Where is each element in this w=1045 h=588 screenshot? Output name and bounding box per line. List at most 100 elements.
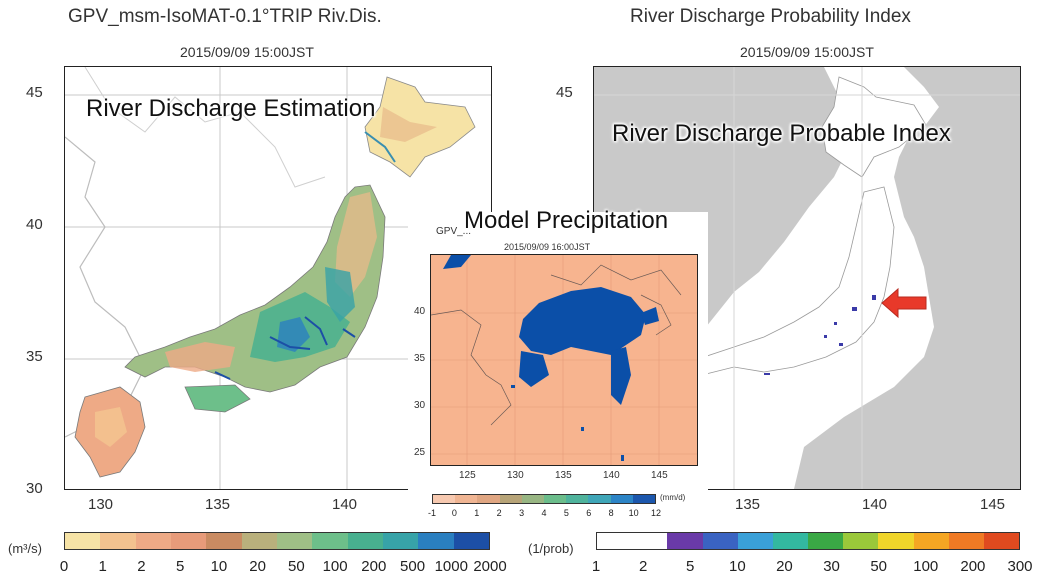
left-shikoku — [184, 384, 251, 413]
left-lon-tick: 135 — [205, 496, 231, 513]
right-honshu — [693, 186, 895, 378]
right-panel-date: 2015/09/09 15:00JST — [740, 44, 874, 60]
right-colorbar-label: 1 — [591, 558, 601, 575]
left-overlay-label: River Discharge Estimation — [86, 95, 376, 122]
right-colorbar-swatch — [737, 533, 773, 549]
left-colorbar-label: 500 — [400, 558, 426, 575]
center-lat-tick: 30 — [414, 400, 426, 411]
center-colorbar-unit: (mm/d) — [660, 493, 686, 502]
left-colorbar-swatch — [65, 533, 101, 549]
left-colorbar-label: 1000 — [434, 558, 468, 575]
red-arrow-icon — [881, 287, 927, 319]
left-colorbar-label: 5 — [176, 558, 185, 575]
left-colorbar-label: 50 — [288, 558, 305, 575]
left-lon-tick: 130 — [88, 496, 114, 513]
center-colorbar-label: 3 — [519, 508, 525, 518]
left-colorbar-label: 0 — [59, 558, 69, 575]
left-colorbar-swatch — [100, 533, 136, 549]
left-border-line — [84, 67, 326, 188]
left-lat-tick: 45 — [26, 84, 43, 101]
left-colorbar-swatch — [241, 533, 277, 549]
center-colorbar-labels: -1 0 1 2 3 4 5 6 8 10 12 — [428, 508, 661, 522]
right-colorbar-swatch — [948, 533, 984, 549]
center-lon-tick: 145 — [651, 470, 668, 481]
center-lon-tick: 140 — [603, 470, 620, 481]
center-colorbar-swatch — [521, 495, 545, 503]
right-hokkaido — [821, 76, 927, 178]
right-colorbar-swatch — [772, 533, 809, 549]
center-colorbar-label: 4 — [541, 508, 547, 518]
right-colorbar-label: 10 — [728, 558, 746, 575]
center-lat-tick: 25 — [414, 447, 426, 458]
center-overlay-label: Model Precipitation — [464, 207, 669, 234]
right-colorbar-labels: 1 2 5 10 20 30 50 100 200 300 — [592, 558, 1033, 578]
left-river-lines — [214, 316, 356, 380]
left-colorbar-swatch — [418, 533, 454, 549]
left-colorbar — [64, 532, 490, 550]
right-map-grid — [594, 67, 1020, 489]
right-colorbar-swatch — [597, 533, 633, 549]
right-hotspots — [764, 295, 876, 375]
center-colorbar-swatch — [610, 495, 633, 503]
right-colorbar-label: 5 — [686, 558, 695, 575]
left-lon-tick: 140 — [332, 496, 358, 513]
right-colorbar-swatch — [843, 533, 879, 549]
center-colorbar-swatch — [544, 495, 567, 503]
right-colorbar-label: 200 — [960, 558, 986, 575]
center-colorbar-label: 0 — [451, 508, 457, 518]
left-colorbar-unit: (m³/s) — [8, 541, 42, 556]
center-colorbar-swatch — [477, 495, 500, 503]
right-lon-tick: 145 — [980, 496, 1006, 513]
center-colorbar-label: 2 — [496, 508, 502, 518]
right-lon-tick: 135 — [735, 496, 761, 513]
center-map-svg — [431, 255, 697, 465]
center-coastlines — [431, 264, 682, 426]
right-colorbar-swatch — [983, 533, 1020, 549]
left-colorbar-swatch — [312, 533, 348, 549]
center-rain-areas — [443, 255, 659, 405]
center-colorbar-label: 6 — [586, 508, 592, 518]
right-colorbar-label: 20 — [776, 558, 793, 575]
right-colorbar-swatch — [632, 533, 668, 549]
right-lon-tick: 140 — [862, 496, 888, 513]
left-colorbar-swatch — [453, 533, 489, 549]
center-colorbar-label: -1 — [427, 508, 437, 518]
left-panel-title: GPV_msm-IsoMAT-0.1°TRIP Riv.Dis. — [68, 6, 382, 27]
left-lat-tick: 35 — [26, 348, 43, 365]
center-colorbar-swatch — [566, 495, 589, 503]
right-colorbar-label: 300 — [1007, 558, 1033, 575]
right-colorbar-label: 2 — [638, 558, 648, 575]
left-lat-tick: 30 — [26, 480, 43, 497]
left-panel-date: 2015/09/09 15:00JST — [180, 44, 314, 60]
left-colorbar-swatch — [206, 533, 242, 549]
right-colorbar-label: 100 — [913, 558, 939, 575]
center-colorbar-swatch — [588, 495, 611, 503]
left-colorbar-swatch — [170, 533, 207, 549]
left-colorbar-label: 200 — [361, 558, 387, 575]
right-colorbar-swatch — [878, 533, 914, 549]
center-colorbar-swatch — [499, 495, 522, 503]
left-colorbar-swatch — [276, 533, 313, 549]
center-colorbar-label: 1 — [474, 508, 480, 518]
left-colorbar-label: 1 — [98, 558, 107, 575]
center-colorbar-swatch — [455, 495, 478, 503]
left-colorbar-swatch — [347, 533, 383, 549]
center-lon-tick: 135 — [555, 470, 572, 481]
center-colorbar-swatch — [433, 495, 456, 503]
left-colorbar-swatch — [382, 533, 419, 549]
right-ocean-shade — [794, 67, 1020, 489]
center-panel-date: 2015/09/09 16:00JST — [504, 242, 591, 252]
left-colorbar-label: 20 — [249, 558, 266, 575]
right-colorbar-swatch — [808, 533, 844, 549]
center-lon-tick: 125 — [459, 470, 476, 481]
left-lat-tick: 40 — [26, 216, 43, 233]
right-colorbar-swatch — [667, 533, 703, 549]
center-lat-tick: 35 — [414, 353, 426, 364]
right-colorbar-swatch — [702, 533, 738, 549]
right-lat-tick: 45 — [556, 84, 573, 101]
left-colorbar-label: 100 — [322, 558, 348, 575]
center-lon-tick: 130 — [507, 470, 524, 481]
right-panel-title: River Discharge Probability Index — [630, 6, 911, 27]
right-colorbar-unit: (1/prob) — [528, 541, 574, 556]
center-colorbar-label: 5 — [563, 508, 569, 518]
